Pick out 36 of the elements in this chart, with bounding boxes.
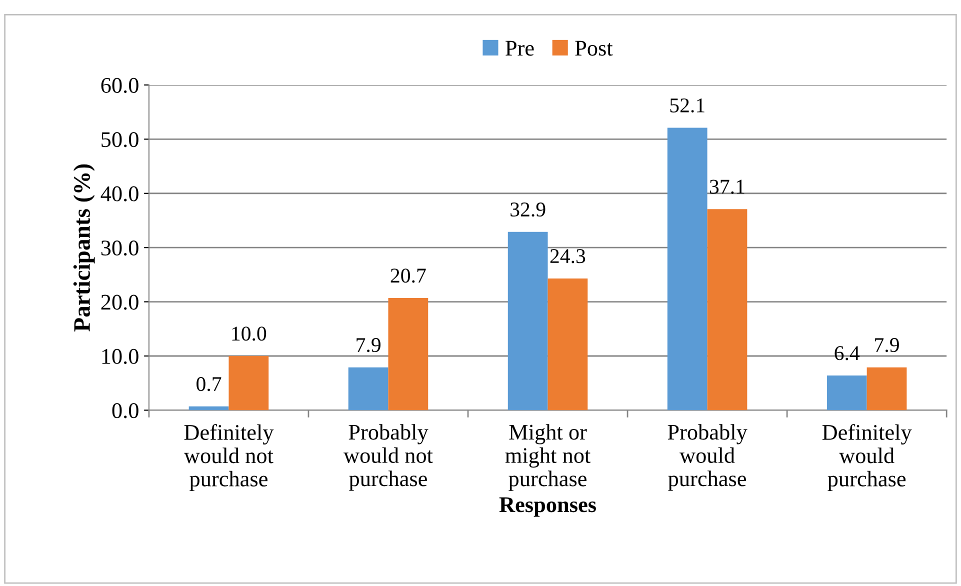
y-tick-label: 60.0 [101,78,138,93]
bar [667,128,708,410]
y-tick-label: 10.0 [102,348,138,364]
text: 20.7 [390,268,426,283]
bar [548,278,588,410]
text: 6.4 [834,346,860,360]
bar [388,298,428,410]
y-tick-label: 40.0 [100,186,138,202]
bar [188,406,229,410]
bar [866,367,907,410]
y-tick-label: 20.0 [101,294,138,310]
bar [826,376,867,410]
y-axis-title: Participants (%) [73,164,95,332]
x-tick-label: Might or might not purchase [505,424,591,491]
y-tick-label: 30.0 [101,240,138,256]
text: 32.9 [510,202,546,217]
text: 10.0 [232,326,266,341]
bar [348,367,388,410]
bar [508,232,548,410]
text: 7.9 [356,338,380,352]
bar [228,356,269,410]
y-tick-label: 0.0 [112,403,138,418]
text: 37.1 [710,180,744,194]
text: 24.3 [550,249,586,264]
text: 0.7 [196,377,222,392]
y-tick-label: 50.0 [102,132,138,148]
x-axis-title: Responses [499,497,596,517]
bar [707,209,748,410]
x-tick-label: Definitely would not purchase [184,424,274,492]
x-tick-label: Definitely would purchase [822,424,912,492]
x-tick-label: Probably would purchase [668,424,748,491]
legend-label: Post [575,40,613,56]
text: 7.9 [875,338,899,352]
text: 52.1 [670,98,704,113]
legend-label: Pre [506,40,534,56]
x-tick-label: Probably would not purchase [344,424,433,491]
